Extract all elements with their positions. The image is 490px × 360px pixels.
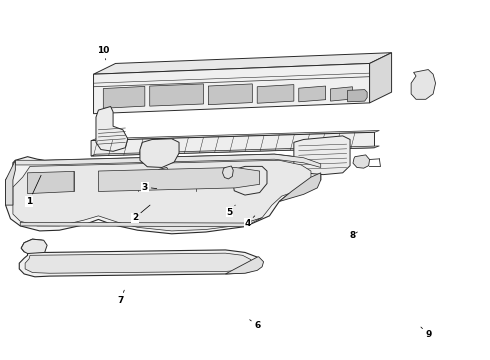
Polygon shape (91, 146, 379, 156)
Polygon shape (27, 171, 74, 194)
Polygon shape (140, 139, 179, 167)
Polygon shape (347, 90, 367, 102)
Polygon shape (13, 160, 311, 231)
Text: 1: 1 (26, 175, 41, 206)
Polygon shape (208, 84, 252, 105)
Text: 6: 6 (250, 320, 260, 330)
Polygon shape (294, 136, 350, 175)
Polygon shape (233, 166, 267, 195)
Text: 10: 10 (97, 46, 109, 60)
Text: 7: 7 (117, 290, 124, 305)
Polygon shape (331, 87, 352, 101)
Polygon shape (257, 85, 294, 103)
Text: 3: 3 (142, 183, 157, 192)
Polygon shape (411, 69, 436, 99)
Polygon shape (299, 86, 326, 102)
Polygon shape (21, 239, 47, 253)
Text: 8: 8 (349, 231, 357, 240)
Polygon shape (19, 239, 260, 277)
Polygon shape (15, 154, 321, 167)
Polygon shape (150, 84, 203, 106)
Polygon shape (98, 167, 260, 192)
Text: 2: 2 (132, 205, 150, 222)
Text: 4: 4 (244, 216, 255, 228)
Polygon shape (103, 86, 145, 108)
Polygon shape (279, 173, 321, 202)
Polygon shape (369, 53, 392, 103)
Polygon shape (5, 154, 321, 234)
Polygon shape (96, 107, 128, 151)
Polygon shape (353, 155, 369, 168)
Polygon shape (91, 132, 374, 156)
Polygon shape (25, 253, 252, 273)
Text: 5: 5 (226, 205, 235, 217)
Polygon shape (156, 167, 169, 184)
Polygon shape (5, 160, 15, 205)
Text: 9: 9 (421, 327, 431, 339)
Polygon shape (20, 218, 262, 226)
Polygon shape (222, 166, 233, 179)
Polygon shape (94, 63, 369, 114)
Polygon shape (94, 53, 392, 74)
Polygon shape (225, 257, 264, 274)
Polygon shape (91, 131, 379, 140)
